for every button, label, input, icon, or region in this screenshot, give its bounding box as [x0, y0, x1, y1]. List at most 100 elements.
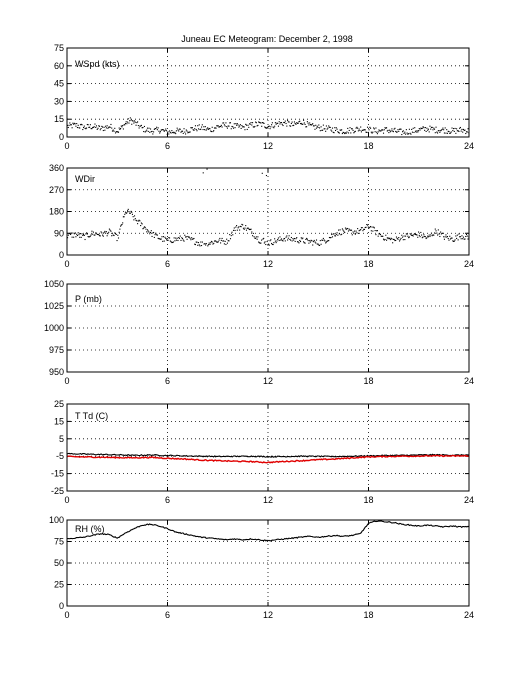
data-point: [405, 129, 407, 131]
data-point: [145, 228, 147, 230]
data-point: [360, 229, 362, 231]
panel-label: T Td (C): [75, 411, 108, 421]
data-point: [319, 130, 321, 132]
data-point: [425, 130, 427, 133]
data-point: [108, 231, 110, 233]
data-point: [383, 129, 385, 131]
y-tick-label: -5: [56, 451, 64, 461]
data-point: [404, 239, 406, 241]
data-point: [67, 124, 69, 126]
data-point: [389, 239, 391, 241]
data-point: [129, 212, 131, 214]
data-point: [144, 131, 146, 133]
data-point: [209, 243, 211, 245]
data-point: [365, 226, 367, 228]
data-point: [154, 127, 156, 130]
data-point: [302, 123, 304, 125]
data-point: [419, 236, 421, 238]
x-tick-label: 12: [263, 376, 273, 386]
data-point: [300, 237, 302, 239]
data-point: [269, 240, 271, 242]
data-point: [394, 240, 396, 242]
data-point: [287, 121, 289, 123]
data-point: [271, 124, 273, 126]
data-point: [212, 131, 214, 133]
data-point: [436, 232, 438, 234]
data-point: [373, 128, 375, 130]
data-point: [222, 240, 224, 242]
data-point: [309, 240, 311, 242]
data-point: [109, 126, 111, 128]
data-point: [216, 125, 219, 127]
plot-frame: [66, 403, 470, 492]
data-point: [224, 125, 226, 127]
data-point: [193, 237, 195, 240]
data-point: [244, 129, 246, 131]
data-point: [397, 238, 399, 240]
data-point: [159, 132, 161, 134]
data-point: [200, 241, 202, 243]
data-point: [350, 132, 352, 134]
data-point: [450, 131, 452, 133]
data-point: [218, 126, 220, 128]
data-point: [156, 234, 158, 236]
data-point: [431, 126, 433, 128]
plot-frame: [66, 519, 470, 607]
data-point: [86, 123, 88, 126]
data-point: [245, 225, 247, 227]
data-point: [452, 240, 454, 242]
data-point: [374, 131, 376, 133]
data-point: [175, 133, 177, 135]
data-point: [155, 128, 157, 130]
data-point: [89, 124, 91, 126]
data-point: [341, 132, 343, 135]
y-tick-label: 975: [49, 345, 64, 355]
data-point: [426, 127, 428, 129]
y-tick-label: 75: [54, 43, 64, 53]
data-point: [414, 233, 416, 235]
data-point: [91, 128, 93, 130]
x-tick-label: 0: [64, 259, 69, 269]
x-tick-label: 0: [64, 610, 69, 620]
data-point: [82, 234, 84, 237]
data-point: [229, 238, 232, 240]
data-point: [395, 131, 398, 133]
data-point: [80, 236, 82, 238]
data-point: [440, 129, 442, 131]
data-point: [124, 211, 127, 213]
data-point: [315, 239, 318, 241]
data-point: [137, 223, 139, 225]
data-point: [194, 128, 196, 130]
data-point: [229, 122, 232, 124]
data-point: [250, 228, 252, 230]
data-point: [172, 131, 174, 133]
data-point: [160, 129, 162, 131]
data-point: [156, 129, 158, 131]
data-point: [78, 234, 80, 236]
data-point: [147, 230, 149, 232]
data-point: [347, 228, 349, 230]
data-point: [413, 131, 415, 134]
data-point: [398, 128, 401, 130]
data-point: [221, 237, 223, 239]
data-point: [281, 239, 283, 241]
data-point: [309, 122, 311, 124]
data-point: [237, 227, 239, 229]
data-point: [445, 132, 447, 134]
data-point: [358, 230, 360, 232]
data-point: [402, 236, 404, 238]
data-point: [118, 127, 120, 129]
data-point: [93, 126, 95, 128]
data-point: [257, 124, 259, 126]
data-point: [242, 224, 244, 226]
data-point: [242, 126, 244, 128]
data-point: [280, 238, 283, 240]
x-tick-label: 6: [165, 495, 170, 505]
data-point: [343, 132, 345, 134]
data-point: [415, 234, 417, 236]
data-point: [204, 126, 206, 128]
data-point: [213, 242, 215, 244]
data-point: [101, 125, 103, 127]
data-point: [449, 238, 452, 240]
data-point: [101, 232, 103, 234]
